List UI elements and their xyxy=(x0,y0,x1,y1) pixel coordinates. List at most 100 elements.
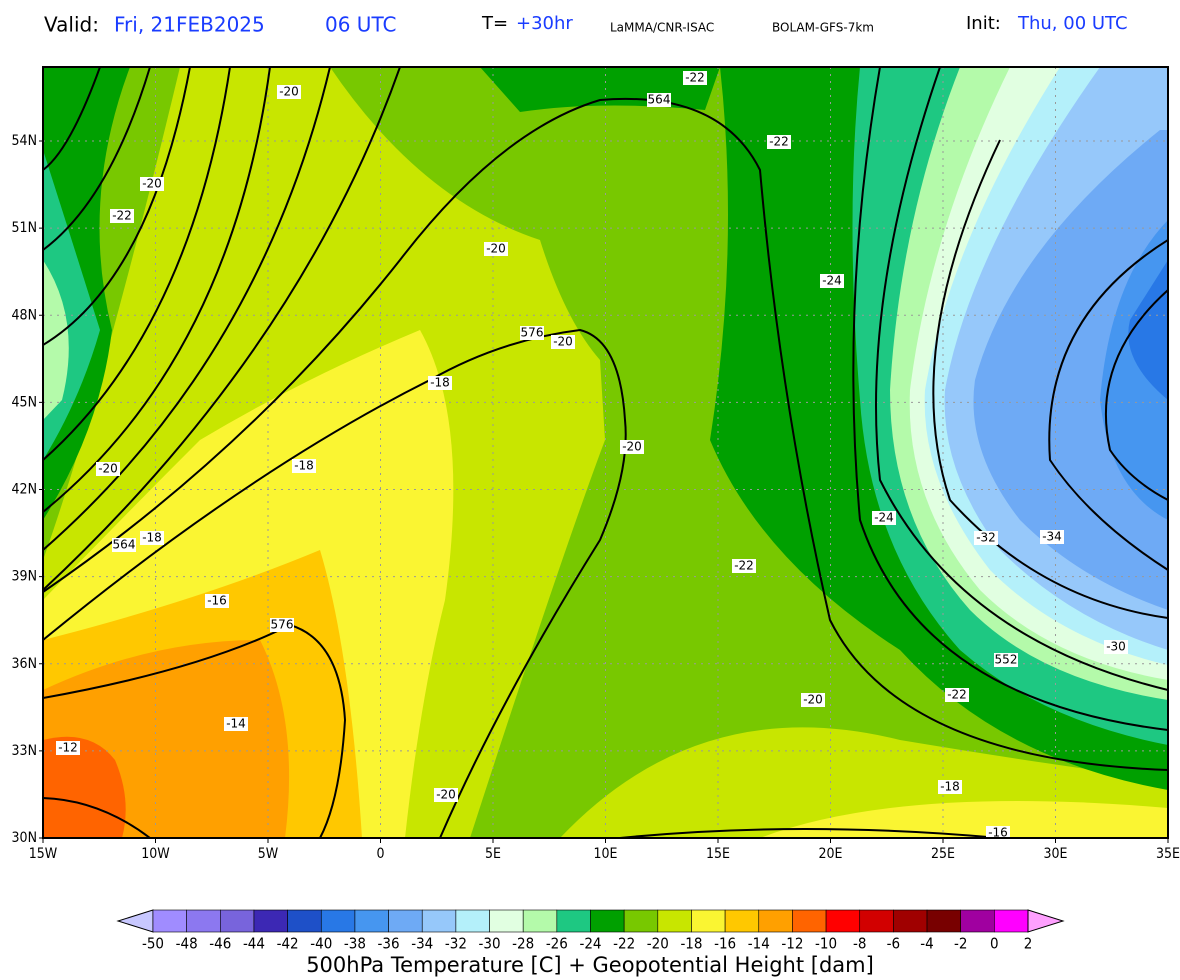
map-field: -22 564 -20 -22 -20 -22 -20 -24 576 -20 -18 -20 -20 -… xyxy=(43,67,1168,838)
colorbar-label: -18 xyxy=(680,935,702,953)
contour-label-box xyxy=(270,618,294,632)
colorbar-box xyxy=(354,909,389,933)
colorbar-box xyxy=(825,909,861,933)
colorbar-box xyxy=(792,909,827,933)
colorbar-label: -30 xyxy=(479,935,501,953)
colorbar-box xyxy=(859,909,894,933)
x-axis-label: 35E xyxy=(1156,846,1180,862)
y-axis-label: 33N xyxy=(12,743,37,759)
contour-label-box xyxy=(872,511,896,525)
colorbar-box xyxy=(489,909,524,933)
contour-label: -18 xyxy=(940,780,960,794)
step: +30hr xyxy=(516,13,573,34)
colorbar-label: 2 xyxy=(1024,935,1033,953)
contour-label-box xyxy=(110,209,134,223)
colorbar-box xyxy=(623,909,659,933)
y-axis-label: 48N xyxy=(12,307,37,323)
contour-label: 564 xyxy=(113,538,136,552)
colorbar-label: -24 xyxy=(579,935,601,953)
colorbar-box xyxy=(960,909,995,933)
contour-label-box xyxy=(1104,640,1128,654)
contour-label-box xyxy=(484,242,508,256)
contour-label-box xyxy=(620,440,644,454)
colorbar-box xyxy=(253,909,288,933)
y-axis-label: 54N xyxy=(12,133,37,149)
colorbar-box xyxy=(657,909,692,933)
x-axis-label: 10W xyxy=(141,846,170,862)
colorbar-label: -2 xyxy=(954,935,967,953)
x-axis-label: 25E xyxy=(931,846,955,862)
colorbar-label: -10 xyxy=(815,935,837,953)
contour-label-box xyxy=(520,326,544,340)
contour-label: -22 xyxy=(685,71,705,85)
x-axis-label: 0 xyxy=(376,846,384,862)
contour-label-box xyxy=(292,459,316,473)
colorbar-label: -50 xyxy=(142,935,164,953)
contour-label: -20 xyxy=(486,242,506,256)
colorbar-label: -32 xyxy=(445,935,467,953)
colorbar-arrow xyxy=(1027,909,1065,933)
colorbar-label: -34 xyxy=(411,935,433,953)
colorbar-box xyxy=(455,909,490,933)
contour-label-box xyxy=(647,93,671,107)
valid-time: 06 UTC xyxy=(325,13,396,37)
colorbar-box xyxy=(220,909,255,933)
colorbar-label: -12 xyxy=(781,935,803,953)
contour-label: -18 xyxy=(294,459,314,473)
colorbar-label: -22 xyxy=(613,935,635,953)
contour-label-box xyxy=(56,741,80,755)
colorbar-box xyxy=(186,909,221,933)
contour-label: -20 xyxy=(142,177,162,191)
x-axis-label: 5W xyxy=(258,846,279,862)
contour-label-box xyxy=(224,717,248,731)
contour-label: 564 xyxy=(648,93,671,107)
y-axis-label: 36N xyxy=(12,656,37,672)
contour-label: -20 xyxy=(622,440,642,454)
colorbar-label: -16 xyxy=(714,935,736,953)
y-axis-label: 30N xyxy=(12,830,37,846)
colorbar-label: -8 xyxy=(853,935,866,953)
y-axis-label: 39N xyxy=(12,569,37,585)
contour-label-box xyxy=(277,85,301,99)
contour-label: -22 xyxy=(112,209,132,223)
colorbar-label: -14 xyxy=(748,935,770,953)
colorbar-box xyxy=(893,909,928,933)
colorbar-label: -44 xyxy=(243,935,265,953)
x-axis-label: 20E xyxy=(819,846,843,862)
contour-label: -32 xyxy=(976,531,996,545)
contour-label: -20 xyxy=(436,788,456,802)
contour-label-box xyxy=(732,559,756,573)
colorbar-label: -20 xyxy=(647,935,669,953)
contour-label-box xyxy=(140,177,164,191)
colorbar-box xyxy=(556,909,591,933)
colorbar-box xyxy=(590,909,625,933)
contour-label-box xyxy=(938,780,962,794)
contour-label-box xyxy=(96,462,120,476)
contour-label-box xyxy=(820,274,844,288)
contour-label: -24 xyxy=(822,274,842,288)
contour-label: -20 xyxy=(98,462,118,476)
x-axis-label: 15W xyxy=(29,846,58,862)
colorbar-box xyxy=(994,909,1029,933)
colorbar-label: -6 xyxy=(887,935,900,953)
contour-label-box xyxy=(683,71,707,85)
colorbar-label: -4 xyxy=(920,935,933,953)
contour-label: -16 xyxy=(207,594,227,608)
colorbar-label: -28 xyxy=(512,935,534,953)
colorbar-box xyxy=(724,909,760,933)
colorbar-box xyxy=(522,909,558,933)
contour-label-box xyxy=(205,594,229,608)
y-axis-label: 45N xyxy=(12,394,37,410)
contour-label: -18 xyxy=(142,531,162,545)
colorbar-title: 500hPa Temperature [C] + Geopotential He… xyxy=(306,953,874,977)
contour-label-box xyxy=(428,376,452,390)
contour-label-box xyxy=(986,826,1010,838)
x-axis-label: 15E xyxy=(706,846,730,862)
model: BOLAM-GFS-7km xyxy=(772,21,874,35)
init-label: Init: xyxy=(966,13,1001,34)
contour-label-box xyxy=(974,531,998,545)
contour-label-box xyxy=(551,335,575,349)
colorbar-box xyxy=(421,909,457,933)
y-axis-label: 42N xyxy=(12,482,37,498)
x-axis-label: 10E xyxy=(594,846,618,862)
